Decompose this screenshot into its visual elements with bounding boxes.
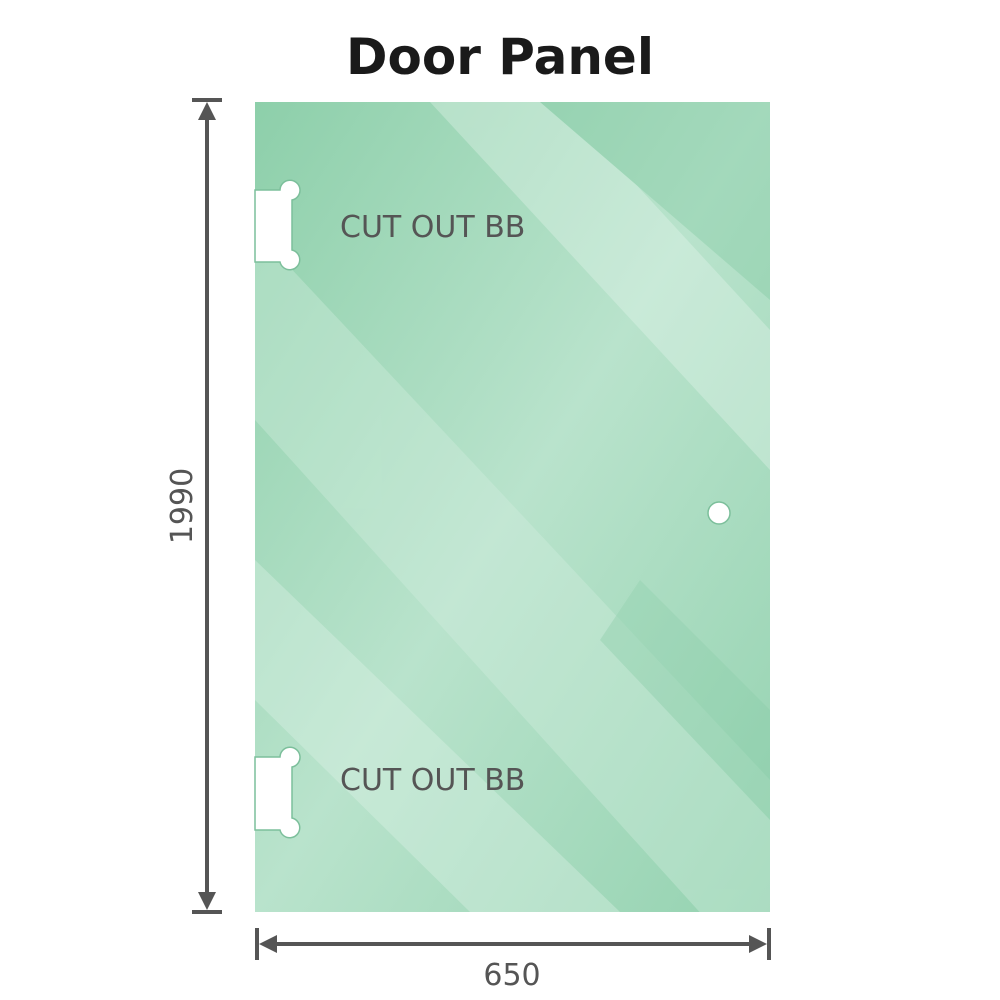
glass-panel xyxy=(255,102,770,912)
cutout-label-bottom: CUT OUT BB xyxy=(340,763,525,798)
handle-hole xyxy=(707,501,731,525)
diagram-title: Door Panel xyxy=(346,28,654,86)
cutout-label-top: CUT OUT BB xyxy=(340,210,525,245)
height-label: 1990 xyxy=(165,468,200,544)
cutout-bottom xyxy=(254,746,301,839)
width-dimension-line xyxy=(255,928,771,960)
width-label: 650 xyxy=(483,958,540,993)
height-dimension-line xyxy=(192,98,222,914)
cutout-top xyxy=(254,179,301,271)
